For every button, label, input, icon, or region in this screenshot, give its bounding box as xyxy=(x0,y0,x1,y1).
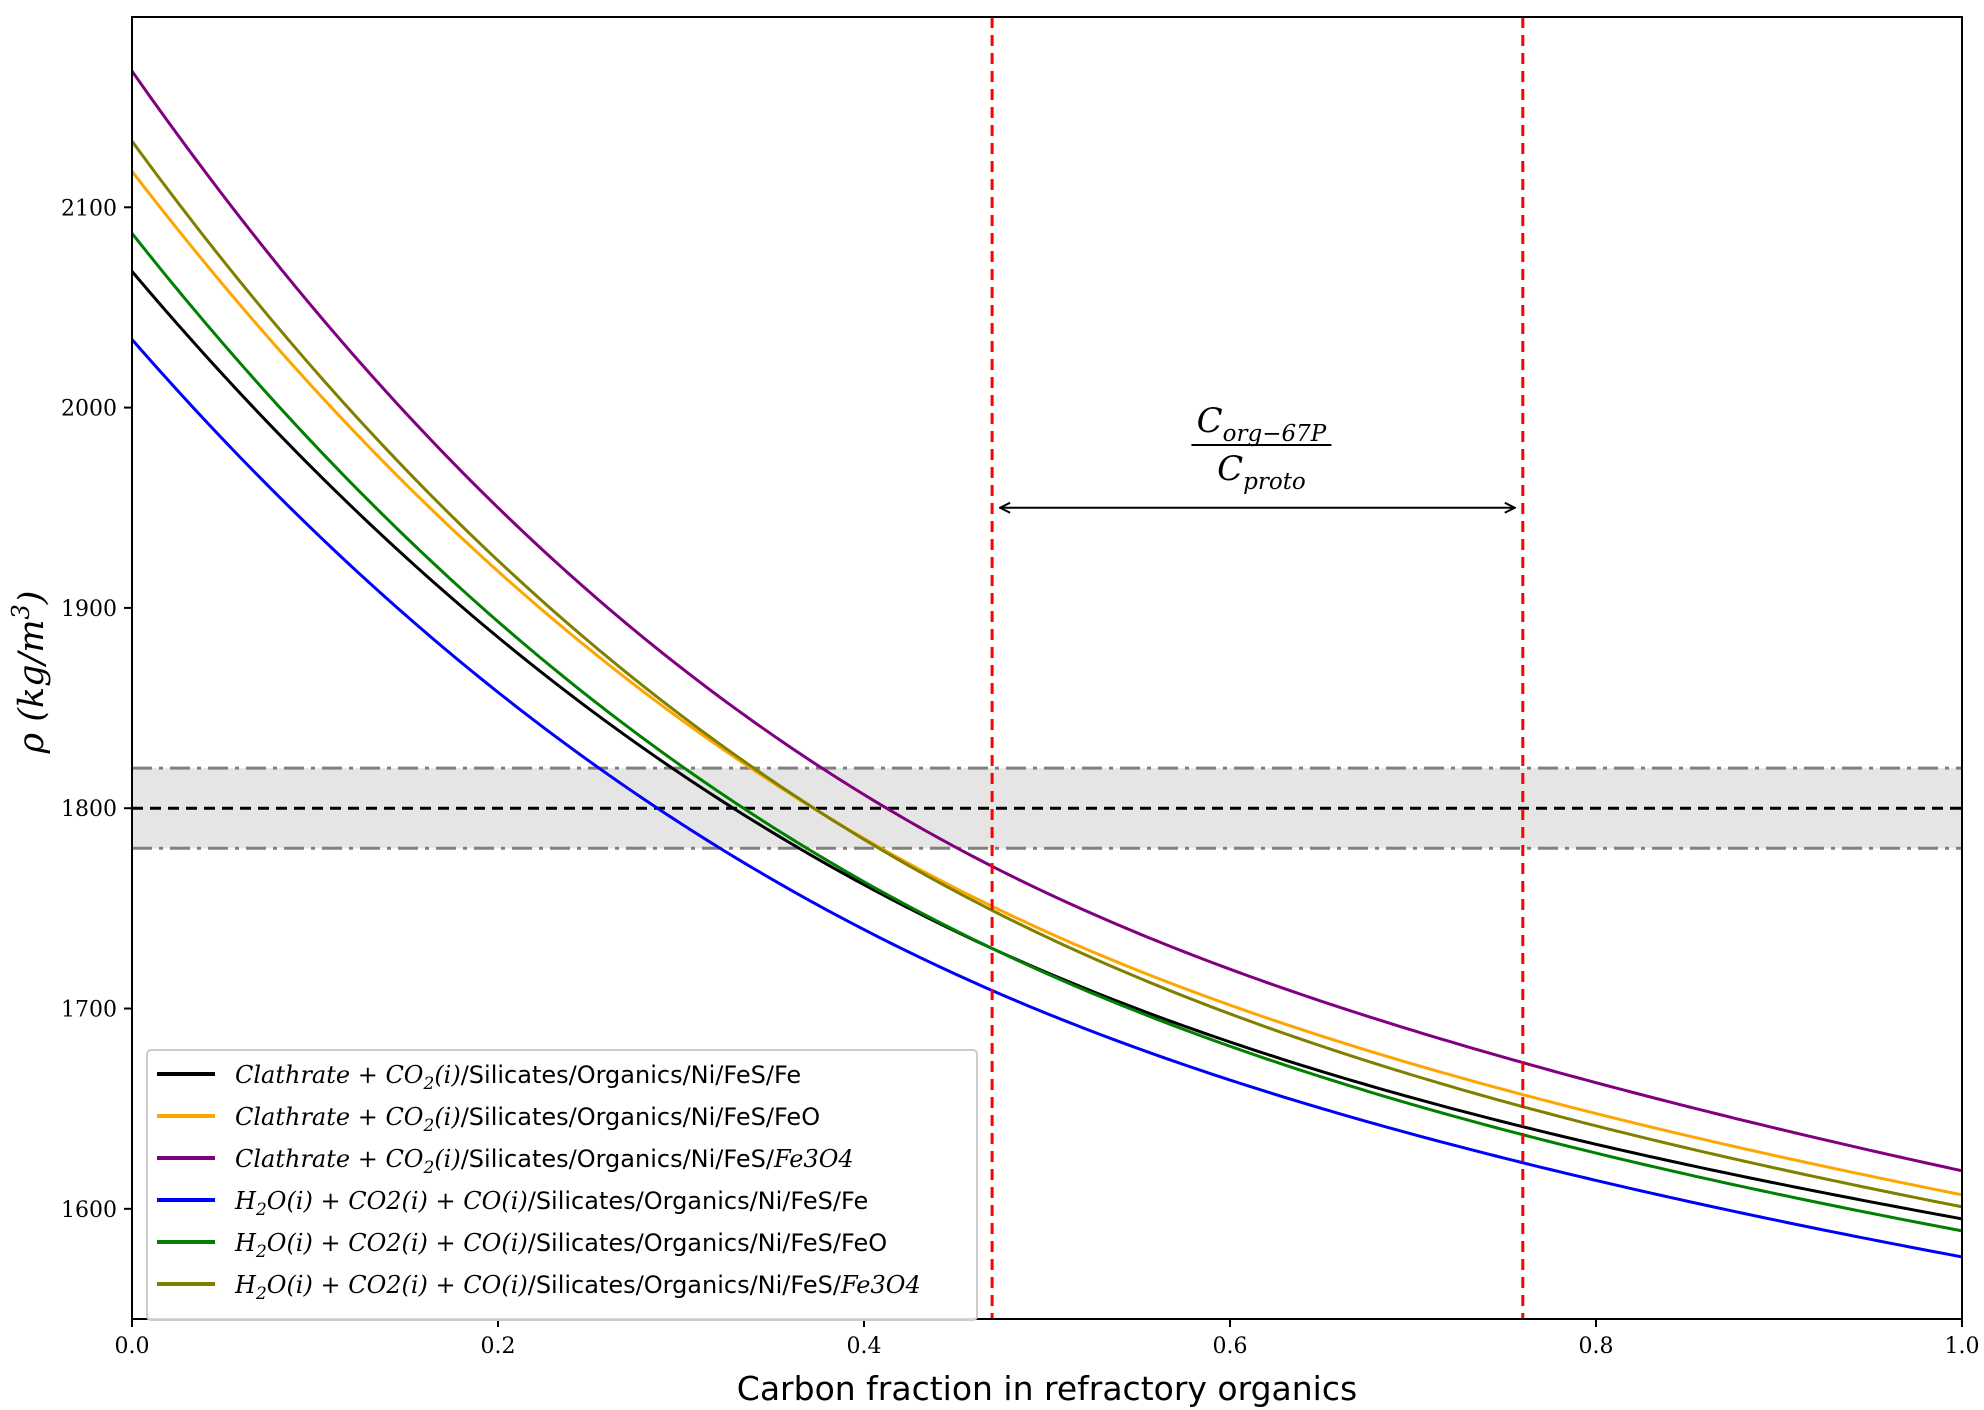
x-tick-label: 0.0 xyxy=(115,1334,150,1359)
annotation-denominator: Cproto xyxy=(1217,449,1306,495)
plot-frame xyxy=(131,16,1963,1320)
series-layer xyxy=(132,70,1962,1259)
series-line-2 xyxy=(132,170,1962,1197)
legend-entry-label: Clathrate + CO2(i)/Silicates/Organics/Ni… xyxy=(235,1145,854,1178)
y-axis-title: ρ (kg/m3) xyxy=(7,591,52,755)
x-axis: 0.0 0.2 0.4 0.6 0.8 1.0 xyxy=(115,1319,1980,1359)
x-tick-label: 0.4 xyxy=(847,1334,882,1359)
x-tick-label: 0.8 xyxy=(1579,1334,1614,1359)
reference-band-layer xyxy=(132,766,1962,850)
legend-entry-label: Clathrate + CO2(i)/Silicates/Organics/Ni… xyxy=(235,1061,801,1094)
series-line-4 xyxy=(132,338,1962,1259)
x-tick-label: 1.0 xyxy=(1945,1334,1980,1359)
legend-entry-label: H2O(i) + CO2(i) + CO(i)/Silicates/Organi… xyxy=(234,1187,868,1220)
y-axis: 1600 1700 1800 1900 2000 2100 xyxy=(61,196,132,1223)
series-line-3 xyxy=(132,70,1962,1173)
series-line-5 xyxy=(132,232,1962,1233)
y-tick-label: 2000 xyxy=(61,397,117,422)
x-tick-label: 0.2 xyxy=(481,1334,516,1359)
y-tick-label: 1700 xyxy=(61,998,117,1023)
y-tick-label: 1800 xyxy=(61,797,117,822)
y-tick-label: 2100 xyxy=(61,196,117,221)
y-axis-title-rho: ρ xyxy=(12,732,52,754)
legend-entry-label: H2O(i) + CO2(i) + CO(i)/Silicates/Organi… xyxy=(234,1229,887,1262)
vertical-marker-layer xyxy=(990,17,1525,1319)
legend-entry-label: H2O(i) + CO2(i) + CO(i)/Silicates/Organi… xyxy=(234,1271,921,1304)
series-line-6 xyxy=(132,140,1962,1209)
legend-box xyxy=(146,1049,978,1321)
legend-entry-label: Clathrate + CO2(i)/Silicates/Organics/Ni… xyxy=(235,1103,820,1136)
x-axis-title: Carbon fraction in refractory organics xyxy=(737,1369,1357,1408)
uncertainty-band xyxy=(132,768,1962,849)
annotation-numerator: Corg−67P xyxy=(1197,401,1327,447)
x-tick-label: 0.6 xyxy=(1213,1334,1248,1359)
y-axis-title-unit: (kg/m xyxy=(12,619,52,732)
y-tick-label: 1900 xyxy=(61,597,117,622)
y-axis-title-exponent: 3 xyxy=(7,604,35,619)
legend: Clathrate + CO2(i)/Silicates/Organics/Ni… xyxy=(146,1049,978,1321)
y-axis-title-close: ) xyxy=(12,591,52,606)
y-tick-label: 1600 xyxy=(61,1198,117,1223)
